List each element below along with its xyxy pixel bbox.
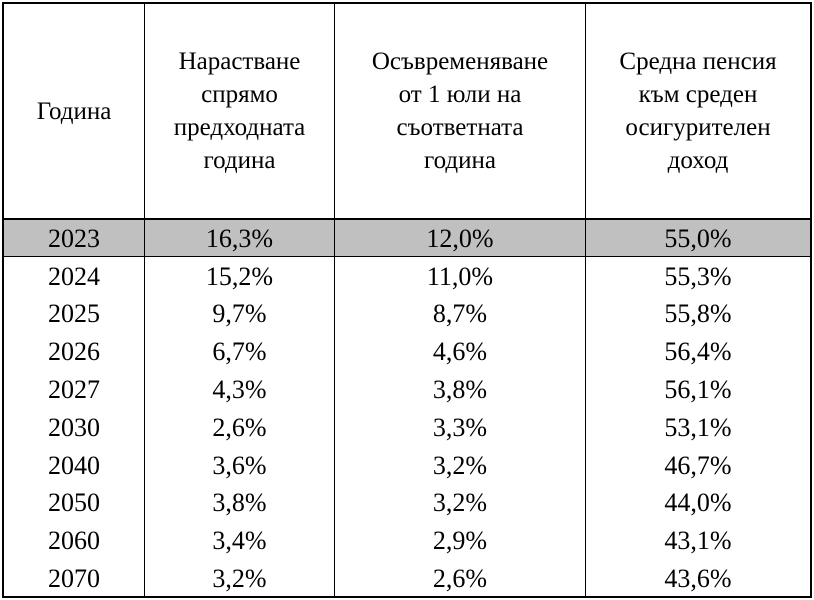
column-divider [334, 4, 335, 596]
table-row: 2027 4,3% 3,8% 56,1% [4, 371, 810, 409]
growth-cell: 2,6% [212, 412, 267, 442]
growth-cell: 3,6% [212, 450, 267, 480]
growth-cell: 3,4% [212, 526, 267, 556]
growth-cell: 6,7% [212, 337, 267, 367]
table-row: 2025 9,7% 8,7% 55,8% [4, 296, 810, 334]
header-divider [4, 218, 810, 220]
ratio-cell: 43,1% [664, 526, 732, 556]
table-row: 2023 16,3% 12,0% 55,0% [4, 220, 810, 258]
table-row: 2024 15,2% 11,0% 55,3% [4, 258, 810, 296]
ratio-cell: 55,0% [664, 223, 732, 253]
year-cell: 2026 [48, 337, 100, 367]
growth-cell: 9,7% [212, 299, 267, 329]
year-cell: 2030 [48, 412, 100, 442]
highlighted-row-background [4, 219, 810, 256]
growth-cell: 16,3% [205, 223, 274, 253]
ratio-cell: 56,4% [664, 337, 732, 367]
table-row: 2050 3,8% 3,2% 44,0% [4, 485, 810, 523]
table-row: 2026 6,7% 4,6% 56,4% [4, 333, 810, 371]
header-year: Година [36, 97, 112, 125]
year-cell: 2025 [48, 299, 100, 329]
ratio-cell: 53,1% [664, 412, 732, 442]
year-cell: 2060 [48, 526, 100, 556]
growth-cell: 3,2% [212, 564, 267, 594]
growth-cell: 4,3% [212, 375, 267, 405]
ratio-cell: 56,1% [664, 375, 732, 405]
header-growth: Нарастване спрямо предходната година [173, 48, 306, 174]
year-cell: 2040 [48, 450, 100, 480]
year-cell: 2024 [48, 261, 100, 291]
highlight-divider [4, 256, 810, 257]
ratio-cell: 44,0% [664, 488, 732, 518]
indexation-cell: 8,7% [432, 299, 488, 329]
indexation-cell: 3,8% [432, 375, 488, 405]
table-row: 2040 3,6% 3,2% 46,7% [4, 447, 810, 485]
ratio-cell: 46,7% [664, 450, 732, 480]
column-divider [585, 4, 586, 596]
table-row: 2070 3,2% 2,6% 43,6% [4, 560, 810, 598]
year-cell: 2070 [48, 564, 100, 594]
indexation-cell: 4,6% [432, 337, 488, 367]
indexation-cell: 3,3% [432, 412, 488, 442]
ratio-cell: 55,3% [664, 261, 732, 291]
header-average-pension-ratio: Средна пенсия към среден осигурителен до… [619, 48, 777, 174]
year-cell: 2050 [48, 488, 100, 518]
year-cell: 2027 [48, 375, 100, 405]
growth-cell: 15,2% [205, 261, 274, 291]
indexation-cell: 11,0% [426, 261, 494, 291]
indexation-cell: 2,9% [432, 526, 488, 556]
indexation-cell: 3,2% [432, 450, 488, 480]
growth-cell: 3,8% [212, 488, 267, 518]
ratio-cell: 43,6% [664, 564, 732, 594]
year-cell: 2023 [48, 223, 100, 253]
indexation-cell: 3,2% [432, 488, 488, 518]
column-divider [144, 4, 145, 596]
header-indexation: Осъвременяване от 1 юли на съответната г… [371, 48, 549, 174]
indexation-cell: 2,6% [432, 564, 488, 594]
table-row: 2060 3,4% 2,9% 43,1% [4, 522, 810, 560]
indexation-cell: 12,0% [426, 223, 494, 253]
table-row: 2030 2,6% 3,3% 53,1% [4, 409, 810, 447]
ratio-cell: 55,8% [664, 299, 732, 329]
